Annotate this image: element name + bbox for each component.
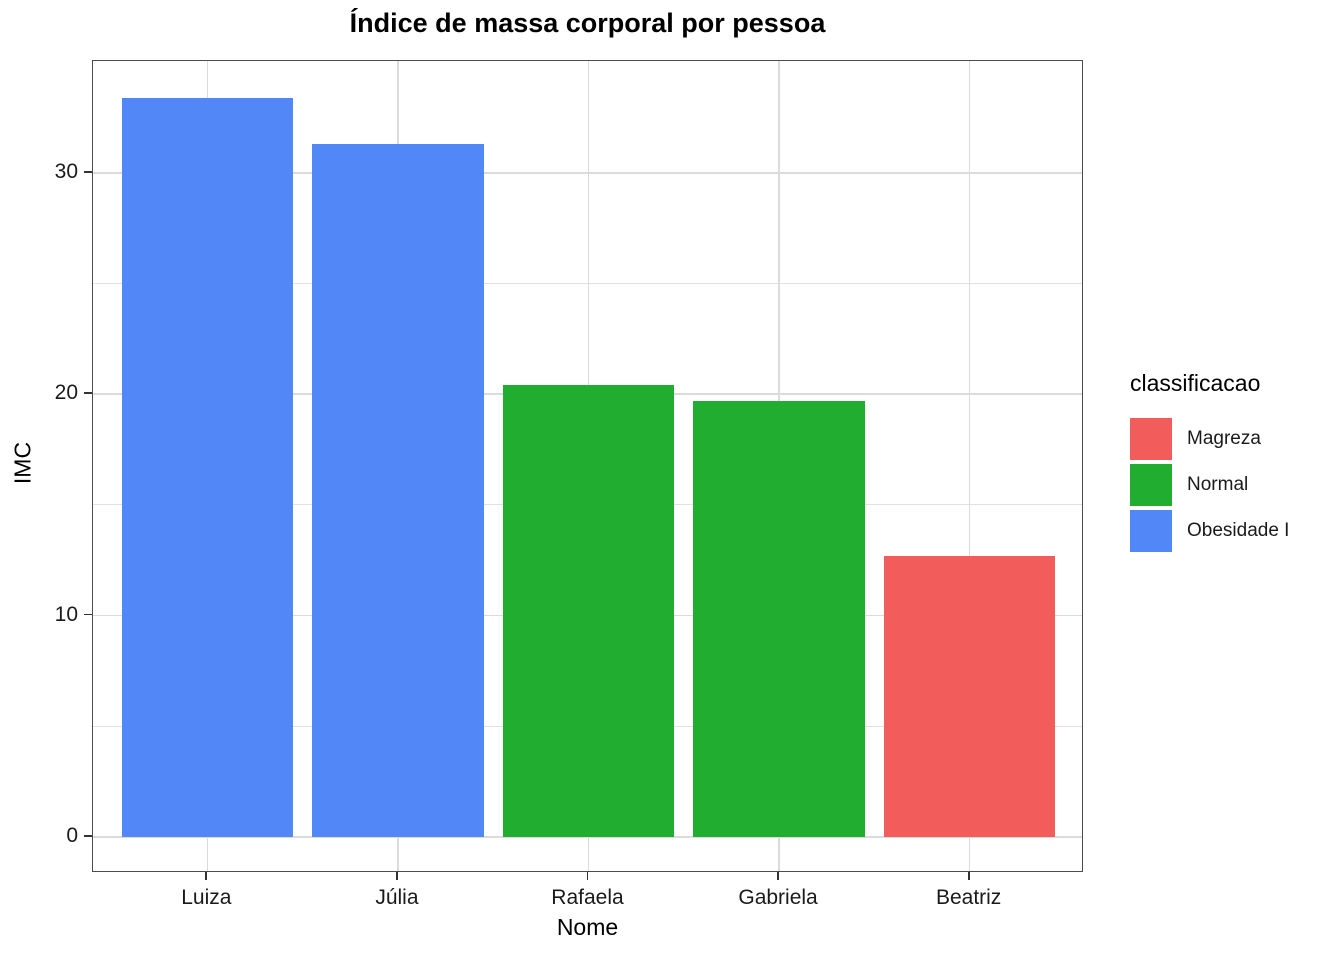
bar-júlia	[312, 144, 484, 837]
legend-item: Obesidade I	[1130, 510, 1289, 552]
x-tick-label: Gabriela	[738, 886, 818, 909]
y-tick-label: 20	[54, 381, 78, 405]
x-tick-label: Júlia	[375, 886, 419, 909]
y-tick-mark	[84, 170, 92, 173]
x-tick-label: Beatriz	[935, 886, 1002, 909]
y-tick-label: 0	[66, 824, 78, 847]
x-tick-label: Rafaela	[551, 886, 624, 909]
x-tick-mark	[396, 872, 398, 880]
y-tick-mark	[84, 835, 92, 837]
gridline-major	[93, 836, 1082, 838]
chart-title: Índice de massa corporal por pessoa	[349, 8, 826, 38]
legend-swatch	[1130, 464, 1172, 506]
legend-label: Obesidade I	[1187, 520, 1290, 541]
legend: classificacao Magreza Normal Obesidade I	[1130, 370, 1289, 556]
y-tick-mark	[84, 392, 92, 395]
legend-item: Magreza	[1130, 418, 1289, 460]
x-tick-mark	[586, 872, 589, 880]
legend-swatch	[1130, 418, 1172, 460]
gridline-minor	[93, 282, 1082, 285]
bar-rafaela	[502, 385, 675, 837]
legend-label: Normal	[1187, 474, 1249, 495]
bar-luiza	[121, 97, 294, 837]
y-tick-label: 30	[54, 159, 78, 183]
legend-label: Magreza	[1187, 428, 1261, 449]
plot-panel	[92, 60, 1083, 872]
legend-swatch	[1130, 510, 1172, 552]
y-tick-label: 10	[54, 602, 78, 626]
bar-beatriz	[883, 555, 1056, 837]
x-tick-mark	[967, 872, 970, 880]
gridline-major	[93, 172, 1082, 174]
legend-title: classificacao	[1130, 370, 1261, 396]
y-tick-mark	[84, 613, 92, 616]
x-tick-mark	[777, 872, 779, 880]
legend-items: Magreza Normal Obesidade I	[1130, 418, 1289, 552]
x-axis-title: Nome	[556, 914, 619, 940]
x-tick-label: Luiza	[181, 886, 232, 909]
bar-gabriela	[693, 400, 865, 837]
x-tick-mark	[205, 872, 208, 880]
legend-item: Normal	[1130, 464, 1289, 506]
gridline-vertical	[968, 61, 971, 871]
y-axis-title: IMC	[9, 441, 36, 485]
